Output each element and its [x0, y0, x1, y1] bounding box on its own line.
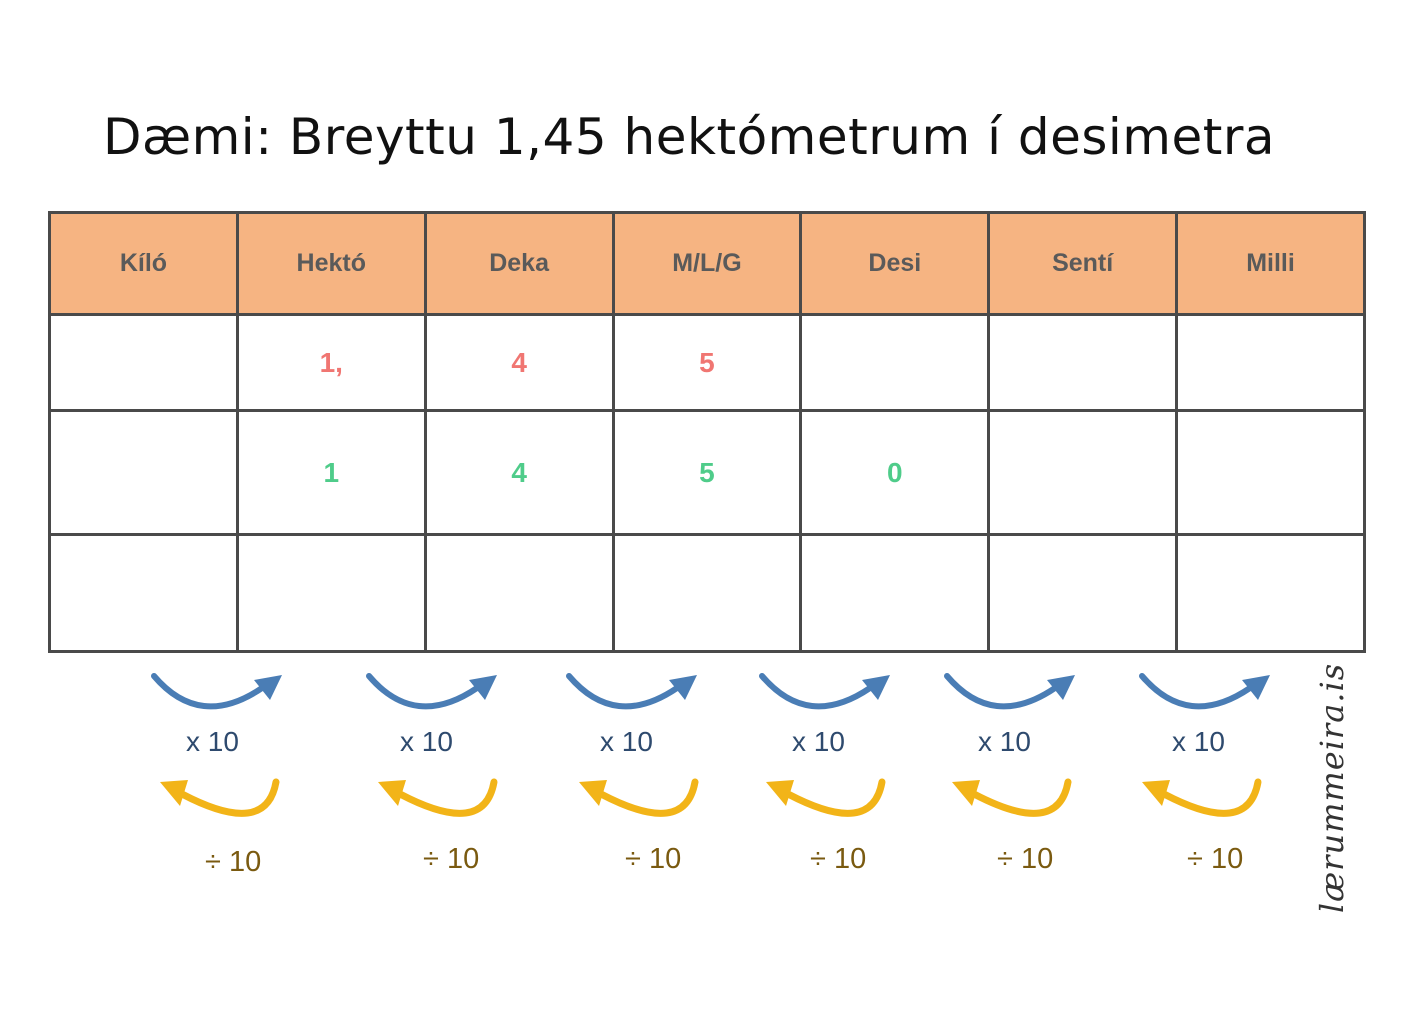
divide-label: ÷ 10	[997, 843, 1054, 875]
header-cell-senti: Sentí	[987, 211, 1179, 316]
table-cell	[987, 533, 1179, 653]
unit-conversion-table: Kíló Hektó Deka M/L/G Desi Sentí Milli 1…	[48, 211, 1366, 653]
table-cell	[235, 533, 427, 653]
table-cell: 1	[235, 409, 427, 536]
table-cell: 4	[423, 409, 615, 536]
header-row: Kíló Hektó Deka M/L/G Desi Sentí Milli	[48, 211, 1366, 316]
multiply-label: x 10	[186, 726, 239, 757]
table-cell: 5	[611, 313, 803, 412]
header-cell-deka: Deka	[423, 211, 615, 316]
header-cell-desi: Desi	[799, 211, 991, 316]
watermark-text: lærummeira.is	[1313, 662, 1351, 913]
header-cell-base: M/L/G	[611, 211, 803, 316]
table-cell: 0	[799, 409, 991, 536]
divide-arrow-icon	[1140, 776, 1265, 831]
multiply-arrow-icon	[150, 672, 285, 717]
divide-label: ÷ 10	[625, 843, 682, 875]
divide-arrow-icon	[158, 776, 283, 831]
table-cell	[48, 409, 239, 536]
page-title: Dæmi: Breyttu 1,45 hektómetrum í desimet…	[103, 108, 1276, 166]
table-cell	[48, 533, 239, 653]
header-cell-milli: Milli	[1175, 211, 1366, 316]
table-row: 1, 4 5	[48, 313, 1366, 412]
table-cell	[48, 313, 239, 412]
table-cell: 1,	[235, 313, 427, 412]
divide-label: ÷ 10	[1187, 843, 1244, 875]
multiply-label: x 10	[1172, 726, 1225, 757]
header-cell-kilo: Kíló	[48, 211, 239, 316]
divide-label: ÷ 10	[810, 843, 867, 875]
table-cell	[1175, 409, 1366, 536]
multiply-arrow-icon	[758, 672, 893, 717]
table-row	[48, 533, 1366, 653]
multiply-arrow-icon	[365, 672, 500, 717]
multiply-label: x 10	[400, 726, 453, 757]
divide-arrow-icon	[577, 776, 702, 831]
table-cell: 5	[611, 409, 803, 536]
table-cell: 4	[423, 313, 615, 412]
multiply-arrow-icon	[943, 672, 1078, 717]
multiply-arrow-icon	[1138, 672, 1273, 717]
table-cell	[799, 313, 991, 412]
table-row: 1 4 5 0	[48, 409, 1366, 536]
divide-arrow-icon	[376, 776, 501, 831]
multiply-label: x 10	[978, 726, 1031, 757]
multiply-arrow-icon	[565, 672, 700, 717]
divide-arrow-icon	[950, 776, 1075, 831]
table-cell	[423, 533, 615, 653]
divide-arrow-icon	[764, 776, 889, 831]
watermark: lærummeira.is	[1302, 662, 1362, 912]
table-cell	[1175, 313, 1366, 412]
table-cell	[987, 313, 1179, 412]
table-cell	[799, 533, 991, 653]
table-cell	[611, 533, 803, 653]
multiply-label: x 10	[792, 726, 845, 757]
divide-label: ÷ 10	[423, 843, 480, 875]
table-cell	[987, 409, 1179, 536]
multiply-label: x 10	[600, 726, 653, 757]
table-cell	[1175, 533, 1366, 653]
divide-label: ÷ 10	[205, 846, 262, 878]
header-cell-hekto: Hektó	[235, 211, 427, 316]
